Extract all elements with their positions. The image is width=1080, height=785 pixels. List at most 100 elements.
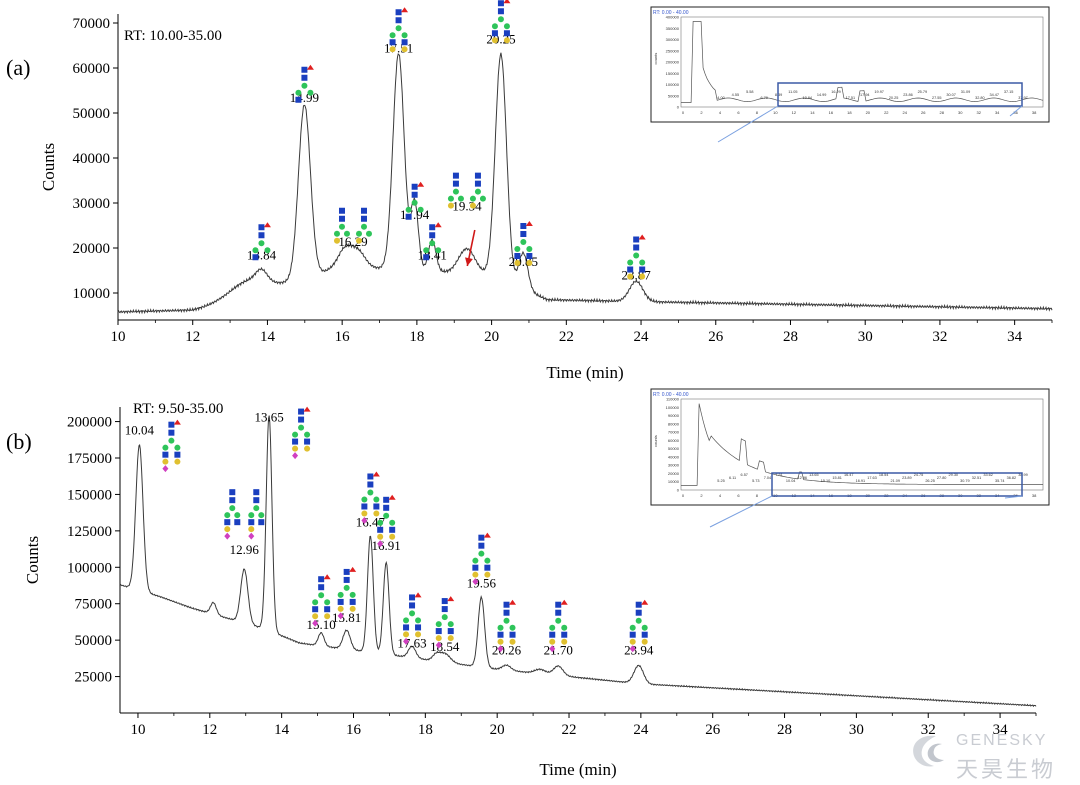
peak-annotation: 16.29 bbox=[333, 207, 372, 249]
glcnac-square-icon bbox=[304, 438, 311, 445]
glcnac-square-icon bbox=[377, 526, 384, 533]
y-tick-label: 200000 bbox=[67, 415, 112, 431]
glcnac-square-icon bbox=[411, 183, 418, 190]
inset-peak-label: 29.30 bbox=[949, 473, 959, 477]
chart-panel-b: 10 12 14 16 18 20 22 24 26 28 30 32 3425000500007500… bbox=[6, 401, 1037, 779]
peak-rt-label: 16.29 bbox=[338, 234, 367, 249]
mannose-circle-icon bbox=[318, 592, 325, 599]
glcnac-square-icon bbox=[349, 598, 356, 605]
mannose-circle-icon bbox=[383, 512, 390, 519]
glcnac-square-icon bbox=[526, 253, 533, 259]
peak-rt-label: 20.85 bbox=[509, 254, 538, 269]
fucose-triangle-icon bbox=[483, 532, 491, 538]
glcnac-square-icon bbox=[248, 519, 255, 526]
peak-annotation: 18.41 bbox=[418, 222, 447, 262]
glcnac-square-icon bbox=[395, 9, 402, 16]
mannose-circle-icon bbox=[361, 496, 368, 503]
inset-peak-label: 19.97 bbox=[874, 90, 884, 94]
mannose-circle-icon bbox=[561, 624, 568, 631]
glcnac-square-icon bbox=[435, 628, 442, 635]
inset-connector-line bbox=[717, 105, 779, 143]
mannose-circle-icon bbox=[343, 584, 350, 591]
sialic-acid-diamond-icon bbox=[248, 532, 255, 540]
inset-chromatogram-0: RT: 0.00 - 40.00400000350000300000250000… bbox=[650, 6, 1050, 123]
inset-peak-label: 14.99 bbox=[817, 93, 827, 97]
peak-rt-label: 13.84 bbox=[247, 247, 277, 262]
peak-rt-label: 23.94 bbox=[624, 643, 654, 658]
mannose-circle-icon bbox=[295, 89, 302, 96]
mannose-circle-icon bbox=[479, 195, 486, 202]
inset-peak-label: 21.09 bbox=[890, 479, 900, 483]
galactose-circle-icon bbox=[377, 533, 384, 540]
x-axis-title: Time (min) bbox=[539, 760, 616, 779]
glcnac-square-icon bbox=[555, 601, 562, 608]
fucose-triangle-icon bbox=[509, 599, 517, 605]
mannose-circle-icon bbox=[415, 617, 422, 624]
peak-annotation: 20.85 bbox=[509, 221, 538, 269]
inset-peak-label: 36.82 bbox=[1007, 476, 1017, 480]
inset-y-tick-label: 70000 bbox=[668, 430, 680, 435]
peak-rt-label: 13.65 bbox=[254, 410, 283, 425]
inset-x-tick-label: 28 bbox=[940, 110, 945, 115]
inset-y-tick-label: 300000 bbox=[666, 37, 680, 42]
fucose-triangle-icon bbox=[503, 0, 511, 4]
glcnac-square-icon bbox=[441, 606, 448, 613]
mannose-circle-icon bbox=[478, 550, 485, 557]
glcnac-square-icon bbox=[312, 606, 319, 613]
mannose-circle-icon bbox=[497, 16, 504, 23]
inset-peak-label: 5.73 bbox=[752, 479, 759, 483]
peak-annotation: 21.70 bbox=[544, 599, 573, 658]
glcnac-square-icon bbox=[555, 609, 562, 616]
glcnac-square-icon bbox=[474, 180, 481, 187]
sialic-acid-diamond-icon bbox=[377, 540, 384, 548]
inset-peak-label: 38.99 bbox=[1018, 473, 1028, 477]
peak-annotation: 15.81 bbox=[332, 566, 361, 625]
inset-y-tick-label: 90000 bbox=[668, 413, 680, 418]
galactose-circle-icon bbox=[403, 631, 410, 638]
inset-peak-label: 16.29 bbox=[831, 90, 841, 94]
glycan-icon bbox=[295, 64, 314, 103]
sialic-acid-diamond-icon bbox=[224, 532, 231, 540]
mannose-circle-icon bbox=[417, 206, 424, 213]
y-tick-label: 20000 bbox=[73, 241, 111, 257]
inset-peak-label: 6.11 bbox=[729, 476, 736, 480]
inset-x-tick-label: 16 bbox=[829, 110, 834, 115]
fucose-triangle-icon bbox=[372, 471, 380, 477]
mannose-circle-icon bbox=[441, 614, 448, 621]
glcnac-square-icon bbox=[258, 224, 265, 231]
glcnac-square-icon bbox=[491, 30, 498, 37]
sialic-acid-diamond-icon bbox=[497, 645, 504, 653]
inset-peak-label: 12.96 bbox=[798, 476, 808, 480]
fucose-triangle-icon bbox=[641, 599, 649, 605]
mannose-circle-icon bbox=[373, 496, 380, 503]
x-tick-label: 26 bbox=[705, 722, 721, 738]
glcnac-square-icon bbox=[514, 253, 521, 259]
x-tick-label: 32 bbox=[921, 722, 936, 738]
inset-y-tick-label: 40000 bbox=[668, 454, 680, 459]
glcnac-square-icon bbox=[253, 489, 260, 496]
inset-y-axis-label: counts bbox=[653, 53, 658, 65]
x-tick-label: 32 bbox=[932, 329, 947, 345]
inset-peak-label: 32.51 bbox=[972, 476, 982, 480]
glcnac-square-icon bbox=[429, 232, 436, 239]
glcnac-square-icon bbox=[478, 542, 485, 549]
mannose-circle-icon bbox=[405, 206, 412, 213]
glcnac-square-icon bbox=[503, 30, 510, 37]
galactose-circle-icon bbox=[373, 510, 380, 517]
peak-rt-label: 12.96 bbox=[230, 542, 260, 557]
mannose-circle-icon bbox=[484, 557, 491, 564]
glcnac-square-icon bbox=[367, 481, 374, 488]
inset-y-tick-label: 30000 bbox=[668, 463, 680, 468]
inset-y-tick-label: 100000 bbox=[666, 405, 680, 410]
inset-peak-label: 16.47 bbox=[844, 473, 854, 477]
inset-x-tick-label: 0 bbox=[682, 493, 685, 498]
sialic-acid-diamond-icon bbox=[312, 619, 319, 627]
glcnac-square-icon bbox=[338, 215, 345, 222]
mannose-circle-icon bbox=[333, 230, 340, 237]
galactose-circle-icon bbox=[435, 635, 442, 642]
x-tick-label: 20 bbox=[490, 722, 505, 738]
galactose-circle-icon bbox=[484, 571, 491, 578]
glcnac-square-icon bbox=[174, 451, 181, 458]
glcnac-square-icon bbox=[409, 594, 416, 601]
inset-y-tick-label: 50000 bbox=[668, 93, 680, 98]
